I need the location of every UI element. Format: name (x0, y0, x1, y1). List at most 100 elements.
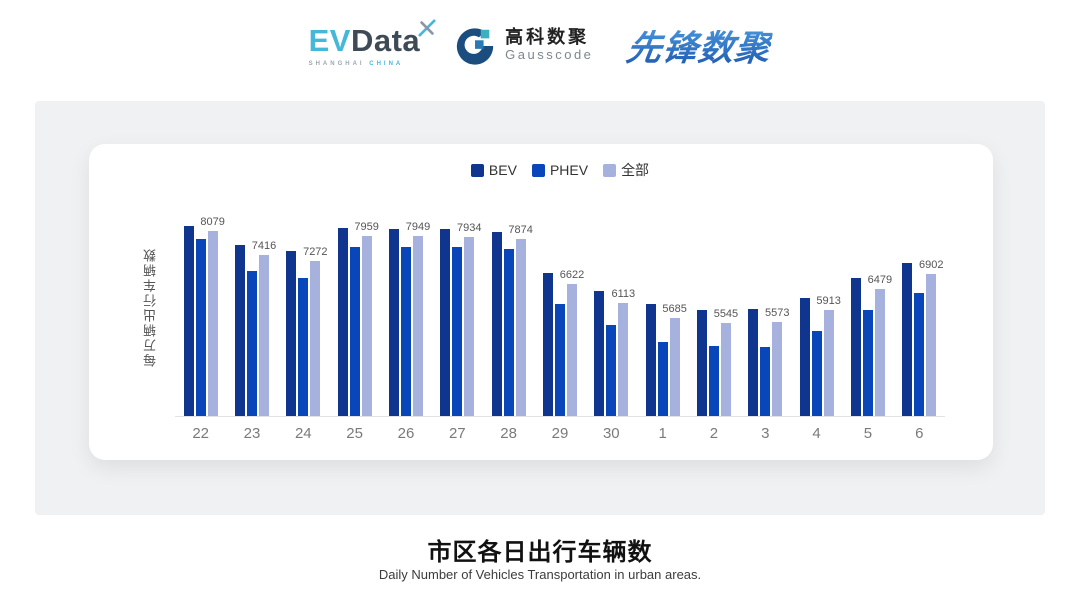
bar-group: 5573 (740, 216, 791, 416)
chart-title: 市区各日出行车辆数 (427, 539, 653, 566)
header-logo-strip: EVData SHANGHAI CHINA 高科数聚 Gausscode (0, 18, 1080, 71)
evdata-subtext: SHANGHAI CHINA (309, 61, 404, 67)
bar-group: 6113 (586, 216, 637, 416)
gausscode-logo: 高科数聚 Gausscode (454, 25, 593, 67)
evdata-sub-right: CHINA (369, 60, 404, 67)
x-tick-label: 28 (500, 425, 517, 442)
bar-group: 5545 (688, 216, 739, 416)
bar-value-label: 5685 (662, 303, 687, 315)
x-tick-label: 27 (448, 425, 466, 442)
bar-phev (298, 278, 309, 416)
x-tick-label: 5 (863, 425, 873, 442)
bar-全部 (772, 322, 783, 416)
bar-value-label: 5545 (713, 308, 739, 320)
x-tick-label: 30 (602, 425, 620, 442)
evdata-ev-text: EV (308, 22, 351, 58)
bar-group: 7874 (483, 216, 534, 416)
bar-value-label: 5913 (816, 295, 841, 307)
evdata-data-text: Data (350, 22, 421, 58)
bar-value-label: 7874 (508, 224, 533, 236)
bar-全部 (874, 289, 885, 416)
bar-全部 (926, 274, 937, 416)
bar-全部 (823, 310, 834, 416)
x-tick-label: 29 (551, 425, 569, 442)
bar-全部 (515, 239, 526, 416)
bar-bev (183, 226, 194, 416)
bar-value-label: 7272 (303, 246, 328, 258)
bar-全部 (361, 236, 372, 416)
bar-全部 (258, 255, 269, 416)
bar-全部 (207, 231, 218, 416)
bar-phev (246, 271, 257, 416)
bar-全部 (412, 236, 423, 416)
bar-bev (748, 309, 759, 416)
bar-phev (503, 249, 514, 416)
bar-group: 6622 (534, 216, 585, 416)
bar-bev (594, 291, 605, 416)
x-tick-label: 26 (397, 425, 415, 442)
bar-phev (349, 247, 360, 416)
bar-全部 (618, 303, 629, 416)
bar-bev (491, 232, 502, 416)
legend-item-phev[interactable]: PHEV (531, 162, 588, 178)
bar-bev (645, 304, 656, 416)
bar-group: 7949 (380, 216, 431, 416)
bar-bev (440, 229, 451, 416)
x-axis-ticks: 22 23 24 25 26 27 28 29 30 1 2 3 4 5 6 (175, 425, 945, 442)
bar-value-label: 8079 (200, 216, 225, 228)
x-tick-label: 22 (192, 425, 209, 442)
bar-group: 6479 (842, 216, 893, 416)
evdata-star-icon (418, 18, 436, 37)
bar-group: 7959 (329, 216, 380, 416)
bar-group: 7416 (226, 216, 277, 416)
legend-item-bev[interactable]: BEV (470, 162, 517, 178)
bar-bev (286, 251, 297, 416)
bar-全部 (669, 318, 680, 416)
bar-全部 (464, 237, 475, 416)
legend-swatch-icon (531, 163, 545, 177)
gausscode-g-icon (457, 27, 494, 65)
bar-phev (606, 325, 617, 416)
plot-groups: 8079 7416 7272 7959 7949 7934 7874 6622 6113 5685… (175, 216, 945, 417)
bar-value-label: 6113 (611, 288, 636, 300)
x-tick-label: 24 (294, 425, 312, 442)
x-tick-label: 6 (915, 425, 924, 442)
legend-label: 全部 (621, 162, 650, 178)
bar-value-label: 6902 (919, 259, 944, 271)
bar-group: 7272 (278, 216, 329, 416)
bar-phev (657, 342, 668, 416)
x-tick-label: 25 (346, 425, 363, 442)
bar-bev (850, 278, 861, 416)
gausscode-cn-text: 高科数聚 (505, 27, 590, 48)
evdata-sub-left: SHANGHAI (308, 60, 365, 67)
bar-全部 (720, 323, 731, 416)
bar-全部 (310, 261, 321, 416)
x-tick-label: 2 (709, 425, 719, 442)
bar-phev (760, 347, 771, 416)
chart-legend: BEV PHEV 全部 (175, 160, 945, 180)
bar-phev (708, 346, 719, 416)
x-tick-label: 3 (761, 425, 770, 442)
bar-phev (195, 239, 206, 416)
bar-bev (542, 273, 553, 416)
x-tick-label: 1 (658, 425, 667, 442)
legend-item-全部[interactable]: 全部 (603, 160, 649, 180)
bar-group: 7934 (432, 216, 483, 416)
bar-bev (337, 228, 348, 416)
bar-group: 8079 (175, 216, 226, 416)
chart-subtitle: Daily Number of Vehicles Transportation … (378, 567, 702, 582)
bar-value-label: 7416 (251, 240, 277, 252)
gausscode-en-text: Gausscode (505, 47, 594, 63)
bar-value-label: 7949 (405, 221, 431, 233)
pioneer-logo: 先锋数聚 (624, 20, 775, 71)
bar-全部 (566, 284, 577, 416)
bar-phev (400, 247, 411, 416)
bar-value-label: 5573 (765, 307, 790, 319)
bar-group: 5685 (637, 216, 688, 416)
bar-bev (696, 310, 707, 416)
bar-phev (862, 310, 873, 416)
x-tick-label: 4 (812, 425, 821, 442)
bar-phev (452, 247, 463, 416)
bar-value-label: 6622 (559, 269, 585, 281)
legend-swatch-icon (603, 163, 617, 177)
